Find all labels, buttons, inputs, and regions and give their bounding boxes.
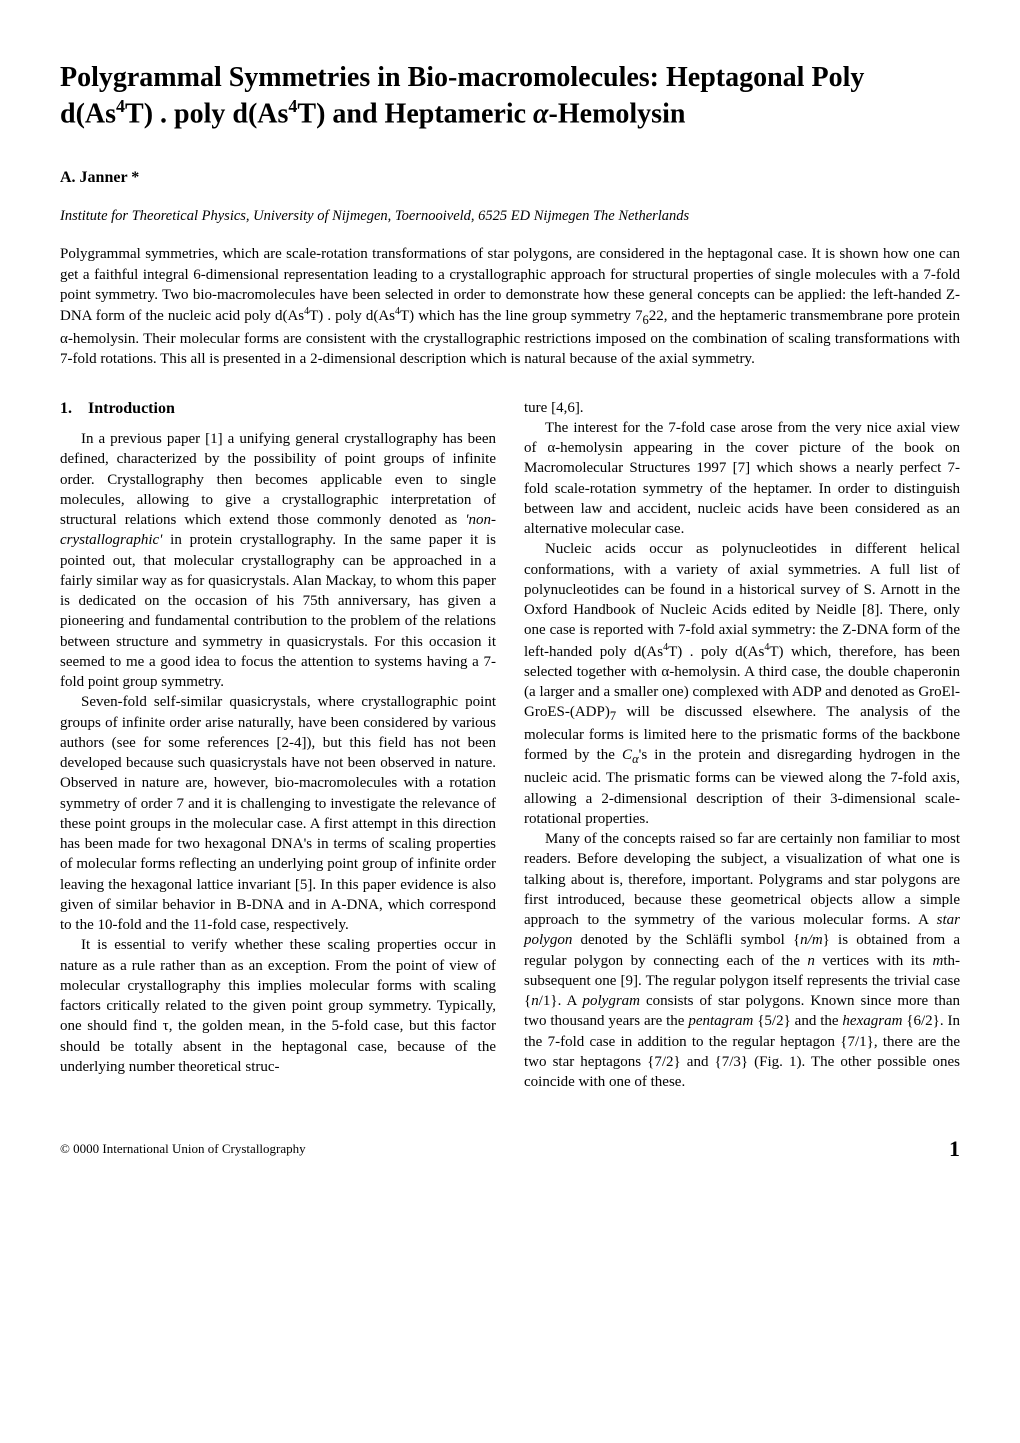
body-paragraph: Nucleic acids occur as polynucleotides i… [524,539,960,829]
body-paragraph: It is essential to verify whether these … [60,935,496,1077]
body-columns: 1. Introduction In a previous paper [1] … [60,398,960,1093]
affiliation: Institute for Theoretical Physics, Unive… [60,207,960,227]
body-paragraph: ture [4,6]. [524,398,960,418]
paper-title: Polygrammal Symmetries in Bio-macromolec… [60,60,960,131]
page-footer: © 0000 International Union of Crystallog… [60,1134,960,1164]
body-paragraph: In a previous paper [1] a unifying gener… [60,429,496,692]
body-paragraph: Many of the concepts raised so far are c… [524,829,960,1092]
copyright-line: © 0000 International Union of Crystallog… [60,1140,306,1158]
body-paragraph: The interest for the 7-fold case arose f… [524,418,960,540]
section-heading-intro: 1. Introduction [60,398,496,420]
abstract: Polygrammal symmetries, which are scale-… [60,244,960,369]
author-line: A. Janner * [60,167,960,189]
page-number: 1 [949,1134,960,1164]
body-paragraph: Seven-fold self-similar quasicrystals, w… [60,692,496,935]
